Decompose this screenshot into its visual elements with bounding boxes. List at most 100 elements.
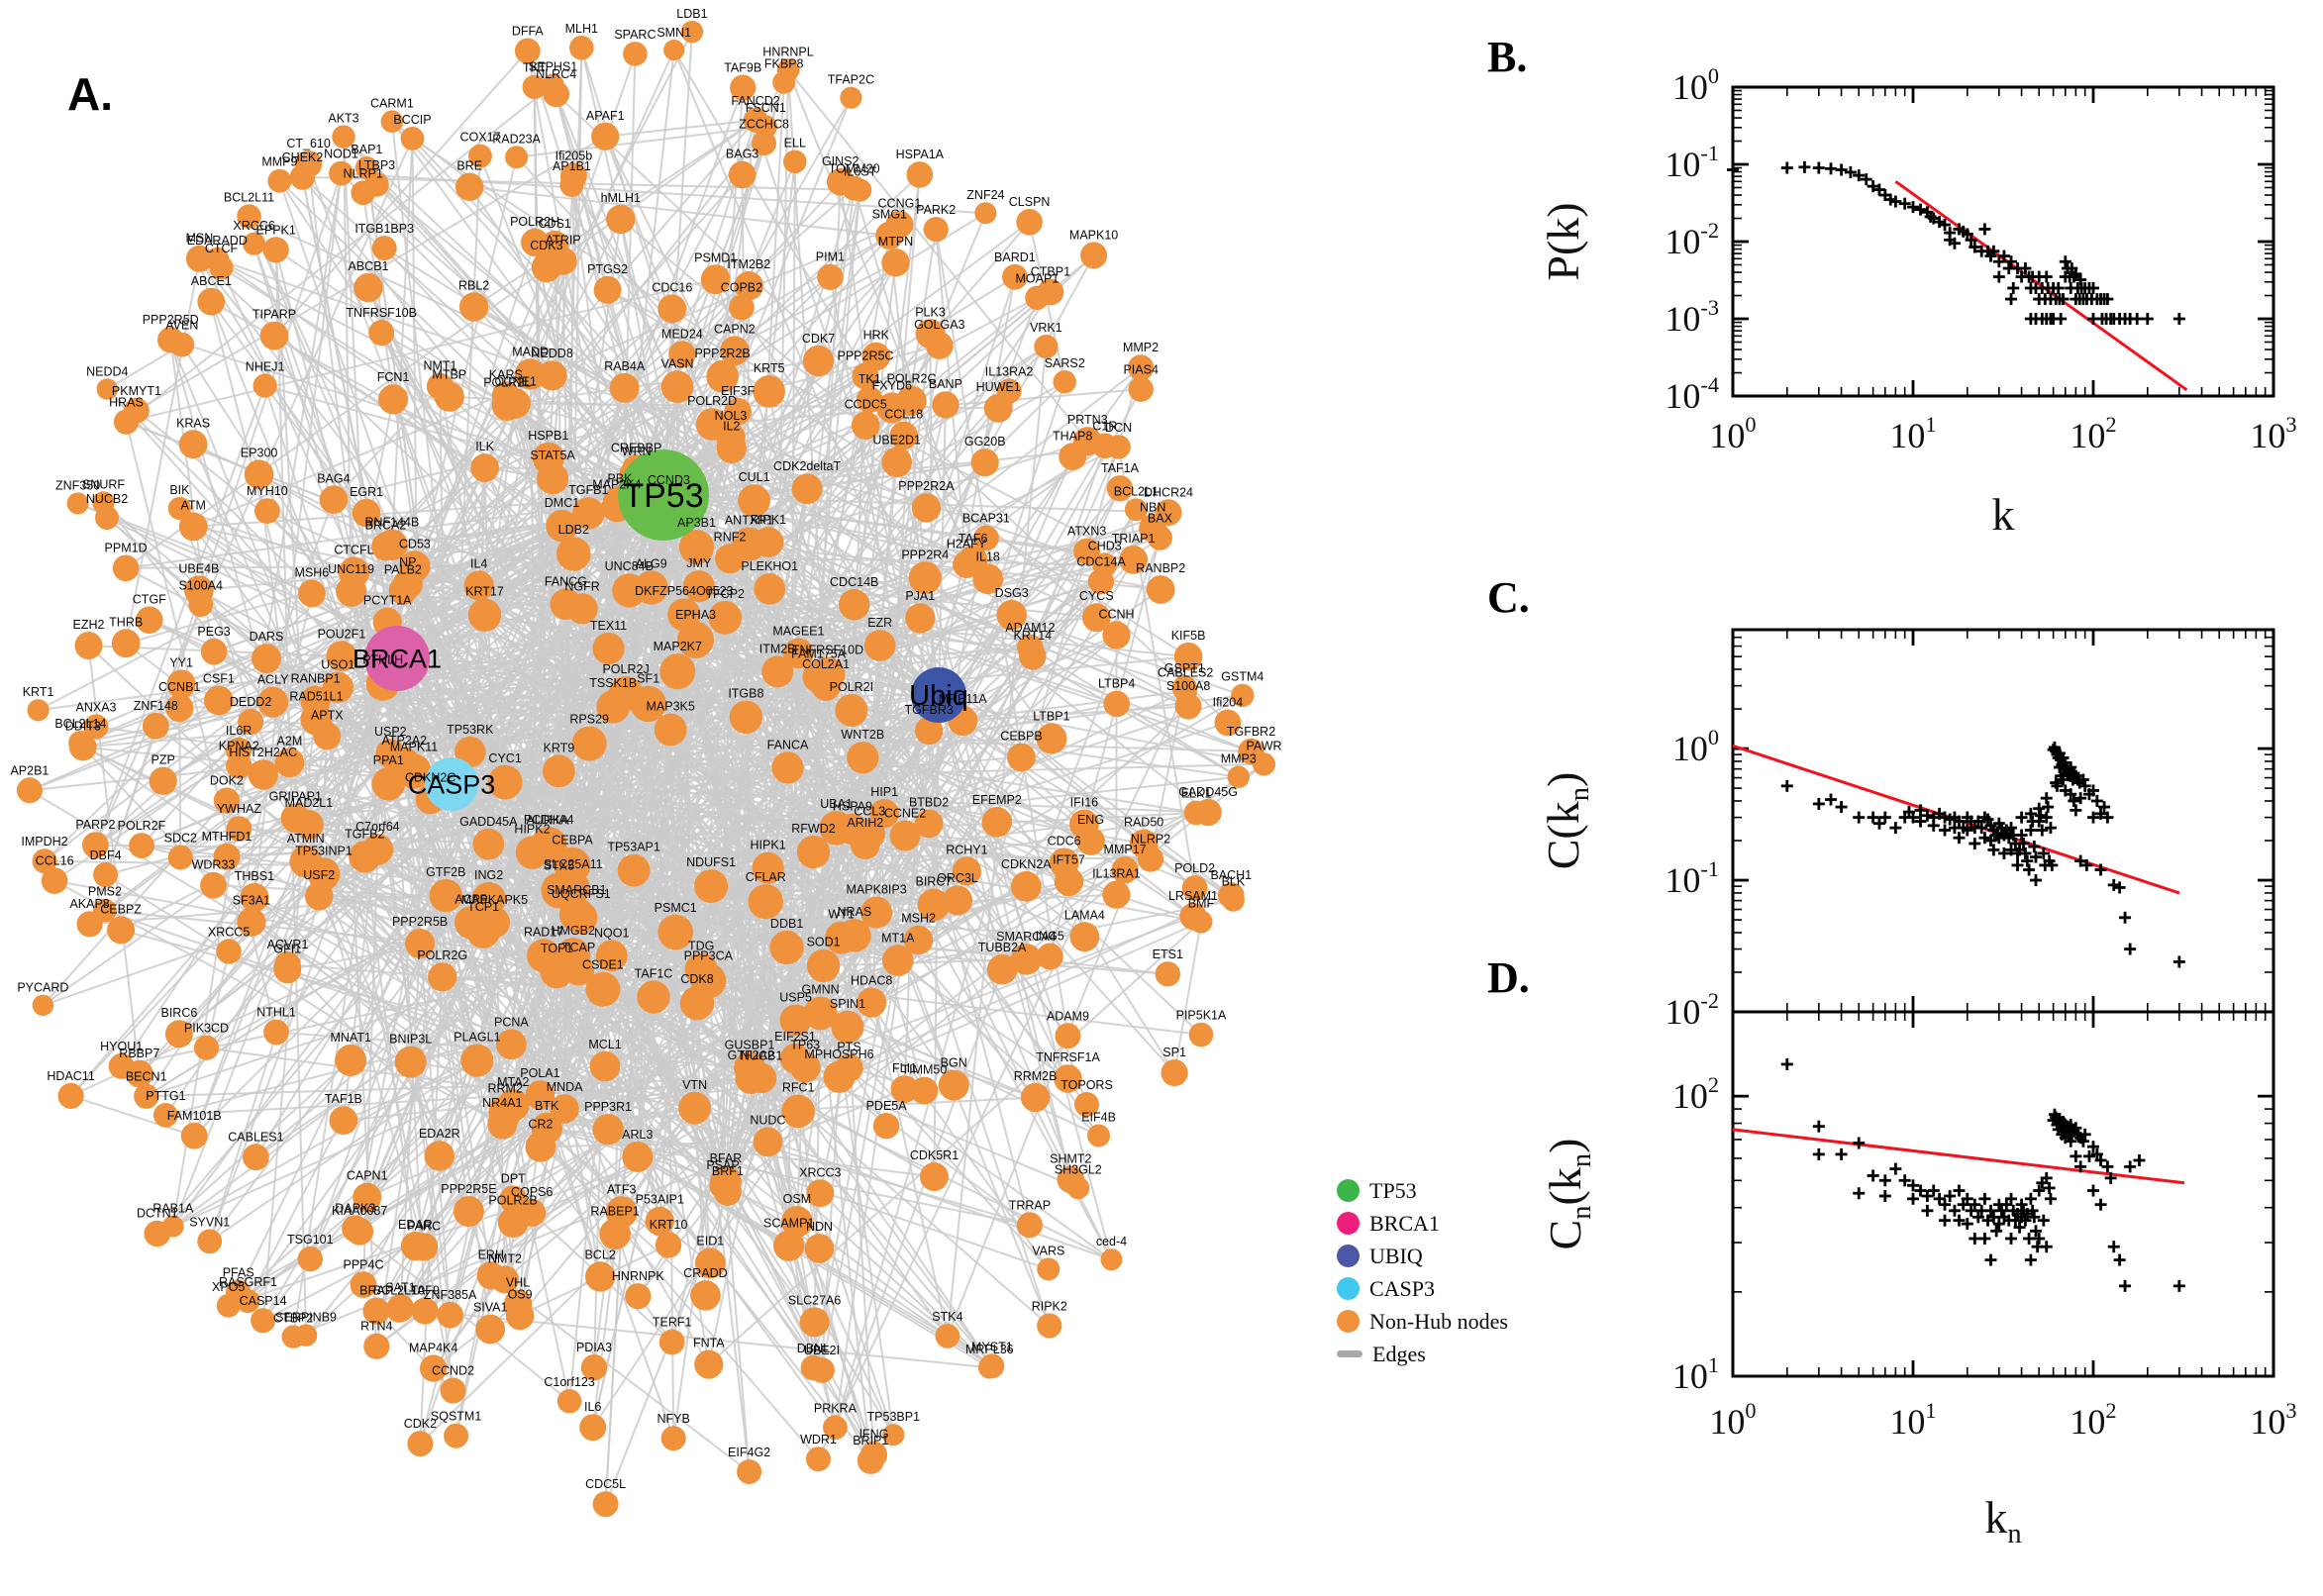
gene-node[interactable] <box>167 496 191 521</box>
gene-node[interactable] <box>559 173 584 197</box>
gene-node[interactable] <box>694 1247 726 1279</box>
gene-node[interactable] <box>914 809 944 839</box>
gene-node[interactable] <box>274 951 301 978</box>
gene-node[interactable] <box>68 731 93 755</box>
gene-node[interactable] <box>407 1431 434 1457</box>
gene-node[interactable] <box>216 939 242 964</box>
gene-node[interactable] <box>353 1182 382 1212</box>
gene-node[interactable] <box>1034 335 1059 359</box>
gene-node[interactable] <box>74 632 103 660</box>
gene-node[interactable] <box>27 699 50 722</box>
gene-node[interactable] <box>779 1044 811 1074</box>
gene-node[interactable] <box>349 841 381 873</box>
gene-node[interactable] <box>1127 354 1155 381</box>
gene-node[interactable] <box>525 1080 556 1110</box>
gene-node[interactable] <box>322 671 354 703</box>
gene-node[interactable] <box>753 1127 783 1157</box>
gene-node[interactable] <box>882 945 914 976</box>
gene-node[interactable] <box>660 370 694 404</box>
gene-node[interactable] <box>226 737 252 764</box>
gene-node[interactable] <box>556 871 590 906</box>
gene-node[interactable] <box>1161 1059 1188 1087</box>
gene-node[interactable] <box>752 851 784 884</box>
gene-node[interactable] <box>1111 856 1139 884</box>
gene-node[interactable] <box>776 58 800 82</box>
gene-node[interactable] <box>769 930 804 965</box>
gene-node[interactable] <box>1054 866 1084 897</box>
gene-node[interactable] <box>659 653 696 690</box>
gene-node[interactable] <box>248 759 278 790</box>
gene-node[interactable] <box>514 38 541 64</box>
gene-node[interactable] <box>658 1329 685 1355</box>
gene-node[interactable] <box>970 449 999 477</box>
gene-node[interactable] <box>849 178 872 202</box>
gene-node[interactable] <box>238 709 264 735</box>
gene-node[interactable] <box>680 20 704 44</box>
gene-node[interactable] <box>1087 1124 1111 1147</box>
gene-node[interactable] <box>585 1261 616 1292</box>
gene-node[interactable] <box>1016 209 1043 236</box>
gene-node[interactable] <box>678 530 715 565</box>
gene-node[interactable] <box>1069 922 1100 952</box>
gene-node[interactable] <box>906 161 934 188</box>
gene-node[interactable] <box>354 272 383 303</box>
gene-node[interactable] <box>1037 1257 1060 1281</box>
gene-node[interactable] <box>197 1229 223 1254</box>
gene-node[interactable] <box>890 1075 919 1104</box>
gene-node[interactable] <box>240 882 269 913</box>
gene-node[interactable] <box>453 1196 484 1227</box>
gene-node[interactable] <box>1227 765 1251 788</box>
gene-node[interactable] <box>791 473 823 505</box>
gene-node[interactable] <box>298 579 326 608</box>
gene-node[interactable] <box>569 36 594 60</box>
gene-node[interactable] <box>799 1307 830 1338</box>
gene-node[interactable] <box>802 660 835 693</box>
gene-node[interactable] <box>405 929 436 958</box>
gene-node[interactable] <box>426 372 454 400</box>
gene-node[interactable] <box>1036 943 1063 970</box>
gene-node[interactable] <box>108 1052 135 1079</box>
gene-node[interactable] <box>488 1095 522 1130</box>
gene-node[interactable] <box>243 1144 269 1171</box>
gene-node[interactable] <box>82 832 109 858</box>
gene-node[interactable] <box>716 423 746 452</box>
gene-node[interactable] <box>440 1377 466 1404</box>
gene-node[interactable] <box>262 237 289 263</box>
gene-node[interactable] <box>826 168 855 196</box>
gene-node[interactable] <box>678 1091 711 1125</box>
gene-node[interactable] <box>351 180 376 205</box>
gene-node[interactable] <box>645 1206 674 1237</box>
gene-node[interactable] <box>112 554 140 582</box>
gene-node[interactable] <box>796 836 831 869</box>
gene-node[interactable] <box>252 644 281 674</box>
gene-node[interactable] <box>761 655 794 688</box>
gene-node[interactable] <box>908 561 942 595</box>
gene-node[interactable] <box>981 807 1013 838</box>
gene-node[interactable] <box>556 537 591 571</box>
gene-node[interactable] <box>204 685 234 716</box>
gene-node[interactable] <box>1155 499 1182 527</box>
gene-node[interactable] <box>468 144 492 168</box>
gene-node[interactable] <box>129 833 154 858</box>
gene-node[interactable] <box>847 742 879 774</box>
gene-node[interactable] <box>592 1491 619 1518</box>
gene-node[interactable] <box>663 39 685 61</box>
gene-node[interactable] <box>915 319 946 349</box>
gene-node[interactable] <box>972 563 1004 595</box>
gene-node[interactable] <box>400 126 425 150</box>
gene-node[interactable] <box>32 848 57 874</box>
gene-node[interactable] <box>585 971 621 1007</box>
gene-node[interactable] <box>420 1354 448 1382</box>
gene-node[interactable] <box>491 381 520 410</box>
gene-node[interactable] <box>95 506 119 530</box>
gene-node[interactable] <box>153 1103 178 1128</box>
gene-node[interactable] <box>654 713 687 747</box>
gene-node[interactable] <box>1100 1248 1123 1271</box>
gene-node[interactable] <box>839 589 870 621</box>
gene-node[interactable] <box>1155 961 1181 987</box>
gene-node[interactable] <box>41 867 68 894</box>
gene-node[interactable] <box>376 529 408 560</box>
gene-node[interactable] <box>773 1230 805 1261</box>
gene-node[interactable] <box>730 74 757 101</box>
gene-node[interactable] <box>1218 882 1245 909</box>
